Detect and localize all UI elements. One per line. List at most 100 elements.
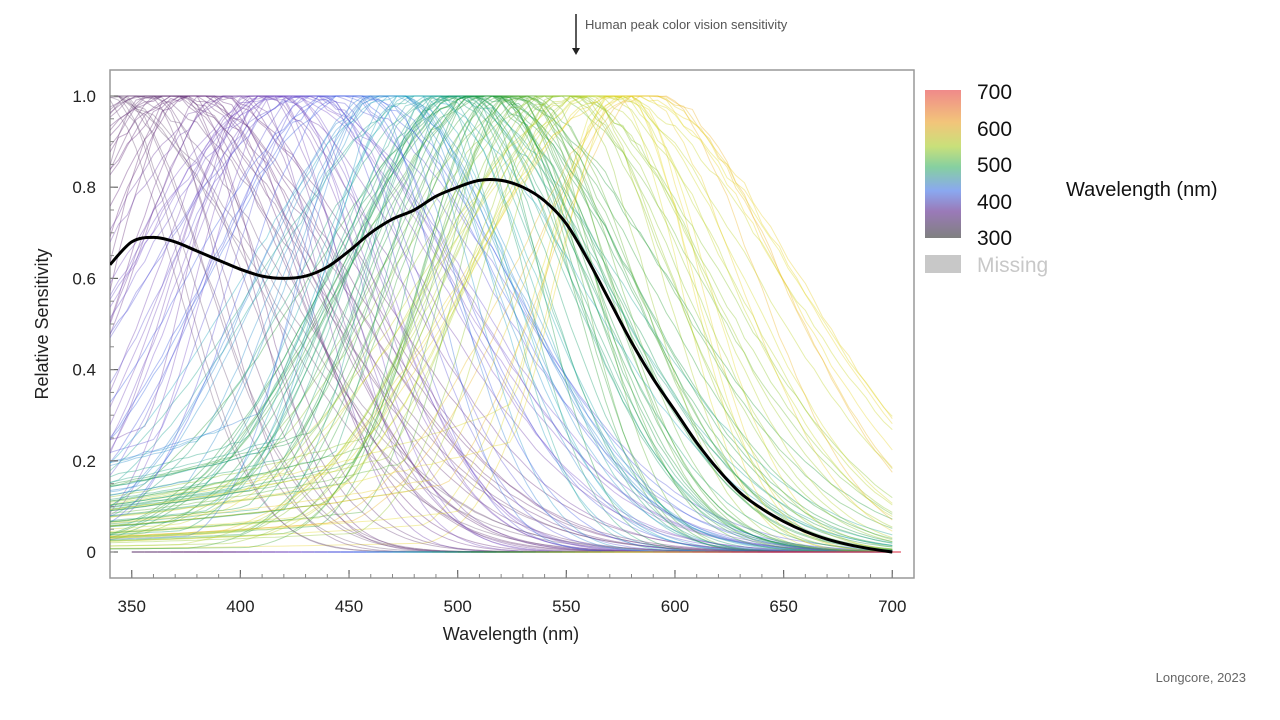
background-curve [110, 95, 893, 548]
x-tick-label: 400 [226, 597, 254, 616]
background-curve [110, 95, 893, 553]
x-tick-label: 500 [443, 597, 471, 616]
background-curve [110, 95, 893, 543]
background-curve [110, 95, 893, 553]
background-curve [110, 95, 893, 553]
background-curve [110, 95, 893, 536]
background-curve [110, 95, 893, 553]
y-tick-label: 0.2 [72, 452, 96, 471]
legend-label-600: 600 [977, 118, 1012, 141]
source-credit: Longcore, 2023 [1156, 670, 1246, 685]
background-curve [110, 95, 893, 553]
background-curve [110, 95, 893, 546]
background-curve [110, 95, 893, 553]
background-curve [110, 95, 893, 542]
background-curve [110, 95, 893, 553]
legend-label-700: 700 [977, 81, 1012, 104]
background-curve [110, 95, 893, 548]
background-curve [110, 95, 893, 553]
x-tick-label: 650 [769, 597, 797, 616]
background-curve [110, 95, 893, 552]
x-axis: 350 400 450 500 550 600 650 700 [118, 570, 906, 616]
background-curve [110, 95, 893, 553]
background-curve [110, 95, 893, 539]
mean-sensitivity-line [110, 178, 893, 554]
background-curve [110, 95, 893, 529]
background-curve [110, 95, 893, 552]
background-curve [110, 95, 893, 544]
x-tick-label: 450 [335, 597, 363, 616]
background-curve [110, 95, 893, 537]
legend-label-500: 500 [977, 154, 1012, 177]
background-curve [110, 95, 893, 553]
background-curve [110, 95, 893, 552]
background-curve [110, 95, 893, 547]
background-curve [110, 95, 893, 553]
background-curve [110, 95, 893, 553]
background-curve [110, 95, 893, 532]
background-curve [110, 95, 893, 552]
background-curve [110, 95, 893, 553]
background-curve [110, 95, 893, 553]
y-tick-label: 0 [87, 543, 96, 562]
x-tick-label: 700 [878, 597, 906, 616]
background-curve [110, 95, 893, 553]
background-curve [110, 95, 893, 552]
background-curve [110, 95, 893, 536]
background-curve [110, 95, 893, 547]
background-curve [110, 95, 893, 553]
x-axis-title: Wavelength (nm) [443, 624, 579, 644]
background-curve [110, 95, 893, 553]
background-curve [110, 95, 893, 553]
background-curve [110, 95, 893, 551]
background-curve [110, 95, 893, 553]
background-curve [110, 95, 893, 553]
background-curve [110, 95, 893, 553]
x-tick-label: 600 [661, 597, 689, 616]
legend-title: Wavelength (nm) [1066, 179, 1218, 201]
annotation-text: Human peak color vision sensitivity [585, 17, 788, 32]
annotation-arrowhead [572, 48, 580, 55]
background-curve [110, 95, 893, 547]
background-curve [110, 95, 893, 551]
background-curve [110, 95, 893, 553]
legend-missing-swatch [925, 255, 961, 273]
background-curve [110, 95, 893, 544]
legend-colorbar [925, 90, 961, 238]
background-curve [110, 95, 893, 551]
background-curve [110, 95, 893, 552]
background-curve [110, 95, 893, 552]
background-curve [110, 95, 893, 553]
wavelength-legend: 700 600 500 400 300 Wavelength (nm) Miss… [925, 81, 1218, 277]
background-curve [110, 95, 893, 553]
background-curve [110, 95, 893, 530]
y-tick-label: 0.8 [72, 178, 96, 197]
y-tick-label: 0.6 [72, 269, 96, 288]
background-curve [110, 95, 893, 553]
background-curve [110, 95, 893, 553]
y-axis: 0 0.2 0.4 0.6 0.8 1.0 [72, 87, 118, 562]
peak-sensitivity-annotation: Human peak color vision sensitivity [572, 14, 788, 55]
background-curve [110, 95, 893, 543]
background-curve [110, 95, 893, 517]
background-curve [110, 95, 893, 553]
background-curve [110, 95, 893, 520]
background-curve [110, 95, 893, 541]
background-curve [110, 95, 893, 523]
legend-label-300: 300 [977, 227, 1012, 250]
background-curve [110, 95, 893, 552]
y-tick-label: 0.4 [72, 361, 96, 380]
y-axis-title: Relative Sensitivity [32, 248, 52, 399]
x-tick-label: 550 [552, 597, 580, 616]
background-curve [110, 95, 893, 550]
y-tick-label: 1.0 [72, 87, 96, 106]
background-curve [110, 95, 893, 539]
background-curve [110, 95, 893, 553]
series-layer [110, 178, 893, 554]
background-curve [110, 95, 893, 527]
background-curve [110, 95, 893, 552]
background-curve [110, 95, 893, 552]
background-curve [110, 95, 893, 505]
background-curve [110, 95, 893, 553]
